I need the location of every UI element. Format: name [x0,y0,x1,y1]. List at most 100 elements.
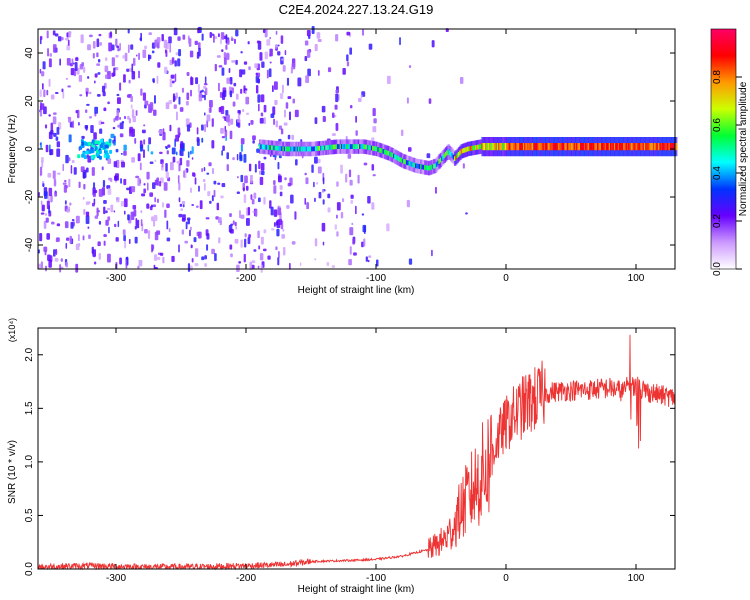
spectrogram-cell [187,219,190,225]
spectrogram-cell [144,45,148,50]
spectrogram-ridge-cell [610,143,613,151]
spectrogram-ridge-cell [392,153,396,159]
spectrogram-cell [209,103,212,112]
spectrogram-cell [248,163,252,172]
spectrogram-cell [98,220,102,225]
spectrogram-ridge-cell [535,143,539,151]
colorbar-label: Normalized spectral amplitude [738,81,749,216]
spectrogram-cell [130,96,134,102]
spectrogram-cell [386,75,391,84]
spectrogram-cell [119,116,121,120]
spectrogram-cell [130,44,134,50]
spectrogram-cell [277,257,280,266]
spectrogram-cell [317,166,322,174]
spectrogram-ridge-cell [273,145,276,151]
spectrogram-cell [197,42,201,50]
spectrogram-cell [203,83,208,86]
spectrogram-cell [252,135,256,141]
spectrogram-cell [164,209,167,218]
spectrogram-cell [216,55,221,58]
spectrogram-ridge-cell [399,157,402,162]
spectrogram-cell [287,96,292,99]
spectrogram-cell [140,219,143,227]
spectrogram-ridge-cell [335,144,339,150]
spectrogram-cell [257,230,260,239]
spectrogram-cell [367,195,371,204]
spectrogram-cell [125,259,128,269]
spectrogram-cell [71,218,75,222]
spectrogram-cell [176,111,178,121]
spectrogram-cell [85,215,90,224]
spectrogram-cell [128,118,132,124]
spectrogram-cell [40,200,43,205]
spectrogram-cell [228,67,231,74]
spectrogram-cell [212,167,214,175]
spectrogram-ridge-cell [366,144,370,150]
spectrogram-ridge-cell [452,154,456,160]
spectrogram-ridge-cell [662,143,665,151]
spectrogram-cell [57,172,61,175]
spectrogram-ridge-cell [604,143,608,151]
spectrogram-cell [253,249,257,252]
spectrogram-cell [275,246,278,251]
spectrogram-cell [100,121,105,124]
spectrogram-cell [147,182,149,191]
spectrogram-cell [162,256,165,264]
spectrogram-cell [134,137,137,144]
spectrogram-cell [98,155,102,160]
spectrogram-cell [194,177,197,185]
spectrogram-cell [203,85,207,89]
spectrogram-cell [239,69,243,78]
spectrogram-cell [234,38,236,44]
spectrogram-cell [259,176,264,185]
spectrogram-cell [232,220,235,225]
spectrogram-ridge-cell [379,148,383,153]
spectrogram-ridge-cell [547,143,550,151]
spectrogram-cell [234,221,237,227]
spectrogram-cell [83,66,86,73]
spectrogram-cell [340,164,343,174]
spectrogram-ridge-cell [277,145,280,151]
spectrogram-cell [368,255,372,258]
spectrogram-cell [103,234,107,238]
spectrogram-cell [40,212,45,215]
spectrogram-cell [196,127,199,135]
spectrogram-ridge-cell [495,143,498,151]
y-tick-label: -40 [24,237,35,252]
spectrogram-cell [87,76,90,79]
spectrogram-cell [53,132,57,137]
spectrogram-cell [236,264,240,272]
spectrogram-ridge-cell [612,143,615,151]
spectrogram-ridge-cell [638,143,641,151]
spectrogram-cell [105,152,109,157]
spectrogram-cell [98,149,102,154]
spectrogram-ridge-cell [621,143,625,151]
spectrogram-ridge-cell [394,154,397,160]
spectrogram-cell [178,96,181,105]
spectrogram-cell [295,159,298,166]
spectrogram-cell [259,117,264,124]
spectrogram-cell [55,136,59,141]
spectrogram-ridge-cell [578,143,582,151]
spectrogram-ridge-cell [408,161,411,166]
y-tick-label: 2.0 [24,347,35,361]
spectrogram-ridge-cell [500,143,504,151]
spectrogram-cell [103,141,106,146]
spectrogram-ridge-cell [425,165,428,171]
x-tick-label: -200 [236,273,256,284]
spectrogram-cell [113,67,116,77]
spectrogram-cell [168,36,172,44]
spectrogram-ridge-cell [464,147,467,153]
spectrogram-ridge-cell [652,143,656,151]
spectrogram-cell [46,200,50,210]
spectrogram-ridge-cell [589,143,592,151]
spectrogram-cell [224,129,228,137]
spectrogram-cell [166,203,170,209]
spectrogram-cell [284,109,286,118]
spectrogram-cell [47,172,52,178]
spectrogram-cell [43,89,46,98]
spectrogram-cell [305,75,310,84]
spectrogram-ridge-cell [586,143,589,151]
x-tick-label: 100 [628,273,645,284]
spectrogram-cell [399,37,401,46]
